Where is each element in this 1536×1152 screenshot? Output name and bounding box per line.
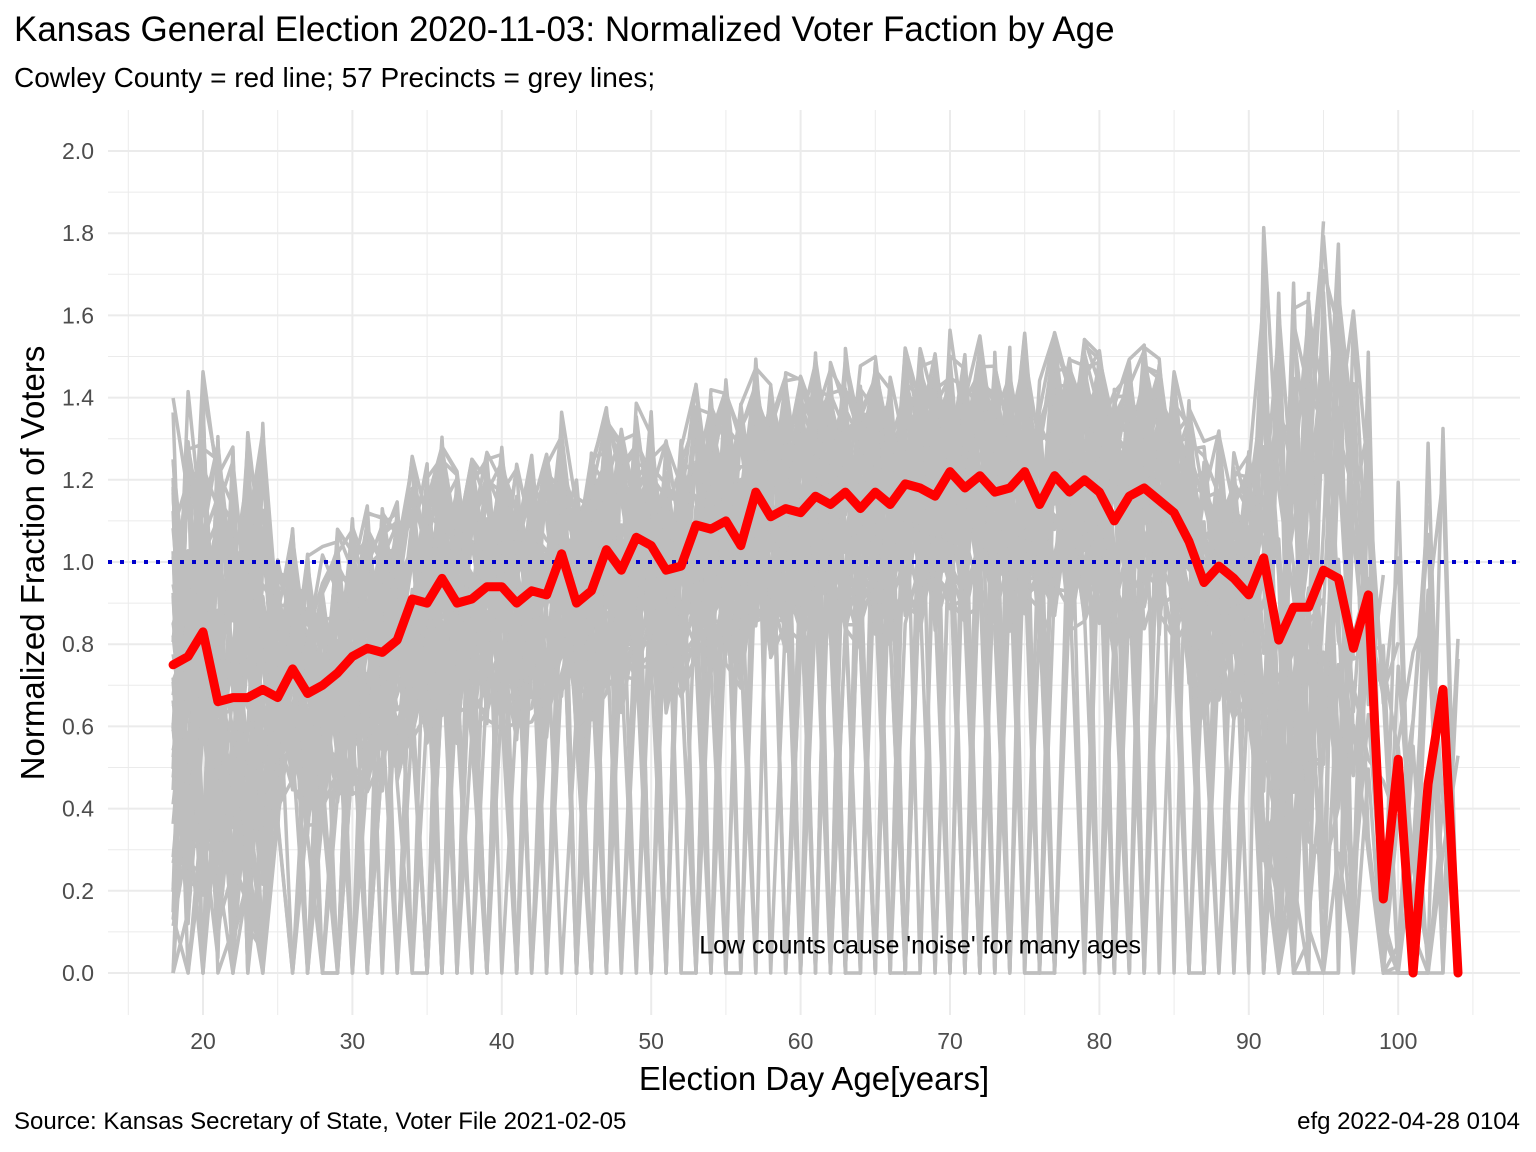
y-tick-label: 1.4 bbox=[62, 385, 94, 411]
precinct-lines bbox=[171, 221, 1460, 975]
y-tick-label: 2.0 bbox=[62, 138, 94, 164]
x-tick-label: 40 bbox=[489, 1028, 515, 1054]
x-tick-label: 60 bbox=[788, 1028, 814, 1054]
y-tick-label: 0.4 bbox=[62, 796, 94, 822]
x-tick-label: 70 bbox=[937, 1028, 963, 1054]
x-tick-label: 50 bbox=[638, 1028, 664, 1054]
y-tick-label: 0.0 bbox=[62, 960, 94, 986]
source-caption: Source: Kansas Secretary of State, Voter… bbox=[14, 1108, 627, 1135]
precinct-line bbox=[171, 360, 1341, 975]
y-tick-label: 0.8 bbox=[62, 631, 94, 657]
chart-title: Kansas General Election 2020-11-03: Norm… bbox=[14, 10, 1115, 49]
x-tick-label: 30 bbox=[340, 1028, 366, 1054]
county-line-layer bbox=[168, 467, 1463, 978]
x-axis-title: Election Day Age[years] bbox=[639, 1060, 989, 1097]
y-tick-label: 1.2 bbox=[62, 467, 94, 493]
y-tick-label: 1.6 bbox=[62, 302, 94, 328]
x-tick-label: 100 bbox=[1379, 1028, 1417, 1054]
x-tick-label: 90 bbox=[1236, 1028, 1262, 1054]
precinct-line bbox=[171, 354, 1325, 975]
x-tick-label: 20 bbox=[190, 1028, 216, 1054]
noise-annotation: Low counts cause 'noise' for many ages bbox=[699, 931, 1141, 959]
x-tick-label: 80 bbox=[1087, 1028, 1113, 1054]
y-tick-label: 1.0 bbox=[62, 549, 94, 575]
y-tick-label: 0.2 bbox=[62, 878, 94, 904]
chart-subtitle: Cowley County = red line; 57 Precincts =… bbox=[14, 62, 656, 93]
credit-caption: efg 2022-04-28 0104 bbox=[1297, 1108, 1520, 1135]
y-axis-title: Normalized Fraction of Voters bbox=[14, 346, 51, 781]
y-tick-label: 1.8 bbox=[62, 220, 94, 246]
axis-ticks: 20 30 40 50 60 70 80 90 100 0.0 0.2 0.4 0.6 0.8 1.0 1.2… bbox=[62, 138, 1417, 1054]
county-series-line bbox=[168, 467, 1463, 978]
y-tick-label: 0.6 bbox=[62, 713, 94, 739]
precinct-line bbox=[171, 345, 1386, 975]
